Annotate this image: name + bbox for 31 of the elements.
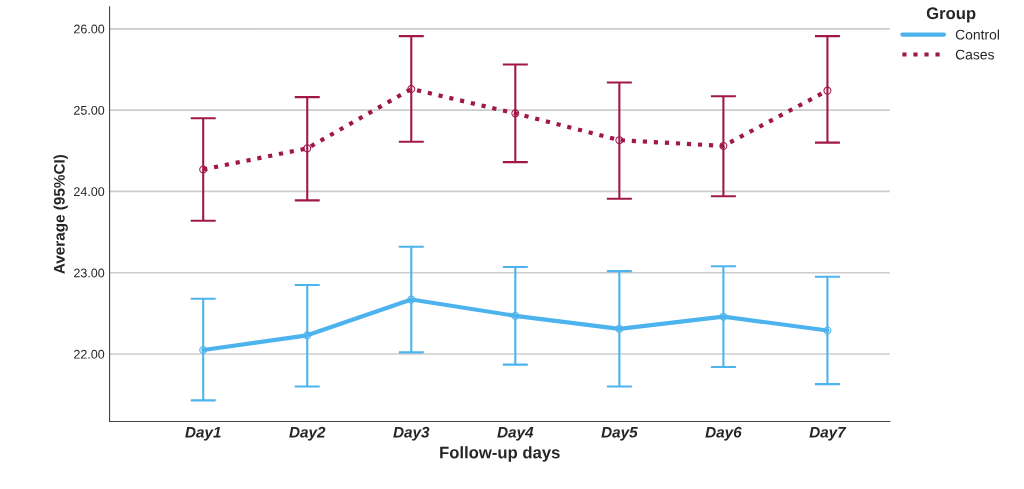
- y-tick-label: 24.00: [74, 187, 105, 197]
- legend-label: Cases: [955, 49, 994, 60]
- point: [823, 86, 832, 95]
- point: [511, 311, 520, 320]
- y-tick-label: 23.00: [74, 268, 105, 278]
- x-tick-label: Day5: [601, 426, 638, 441]
- point: [823, 326, 832, 335]
- point: [199, 165, 208, 174]
- x-tick-label: Day4: [497, 426, 534, 441]
- point: [719, 141, 728, 150]
- x-tick-label: Day2: [289, 426, 326, 441]
- y-tick-label: 22.00: [74, 349, 105, 359]
- legend-label: Control: [955, 29, 999, 40]
- point: [511, 109, 520, 118]
- legend-title: Group: [926, 7, 976, 23]
- point: [303, 144, 312, 153]
- point: [407, 295, 416, 304]
- point: [407, 84, 416, 93]
- y-tick-label: 25.00: [74, 105, 105, 115]
- x-axis-title: Follow-up days: [440, 446, 560, 462]
- x-tick-label: Day3: [393, 426, 430, 441]
- point: [719, 312, 728, 321]
- point: [615, 324, 624, 333]
- point: [615, 136, 624, 145]
- y-tick-label: 26.00: [74, 24, 105, 34]
- x-tick-label: Day6: [705, 426, 742, 441]
- point: [303, 331, 312, 340]
- x-tick-label: Day1: [185, 426, 221, 441]
- x-tick-label: Day7: [809, 426, 847, 441]
- point: [199, 345, 208, 354]
- y-axis-title: Average (95%CI): [53, 154, 68, 274]
